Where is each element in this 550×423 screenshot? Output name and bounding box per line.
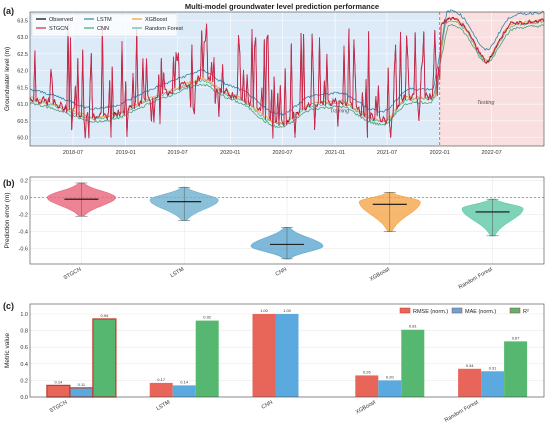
y-tick-label: 63.0 — [17, 35, 28, 41]
x-tick-label: 2022-01 — [430, 150, 450, 156]
axes-frame — [29, 11, 545, 147]
y-tick-label: -0.6 — [19, 247, 28, 253]
panel-c-bar-chart: 0.0 0.2 0.4 0.6 0.8 1.0 0.14 0.11 0.94 STGCN 0.17 0… — [4, 303, 545, 423]
y-tick-label: 0.8 — [20, 329, 28, 335]
y-tick-label: -0.4 — [19, 230, 28, 236]
y-tick-label: 63.5 — [17, 18, 28, 24]
y-tick-label: 60.5 — [17, 119, 28, 125]
bar-random-forest-1 — [481, 371, 505, 397]
legend-swatch — [509, 307, 521, 314]
legend-label: Observed — [49, 17, 73, 23]
bar-value-label: 0.17 — [157, 377, 166, 382]
bar-value-label: 0.67 — [512, 335, 521, 340]
legend-label: R² — [523, 309, 529, 315]
x-tick-label: 2019-07 — [167, 150, 187, 156]
bar-value-label: 1.00 — [260, 308, 269, 313]
series-lstm-line — [29, 9, 545, 116]
bar-lstm-2 — [195, 320, 219, 397]
y-axis-label: Prediction error (m) — [4, 193, 11, 249]
x-tick-label: LSTM — [155, 399, 171, 412]
panel-label-c: (c) — [3, 301, 14, 311]
bar-value-label: 0.11 — [78, 382, 86, 387]
bar-value-label: 0.14 — [55, 379, 64, 384]
y-tick-label: 0.0 — [20, 395, 28, 401]
panel-b-violin-chart: -0.6 -0.4 -0.2 0.0 0.2 STGCN LSTM CNN XGBoost Ran… — [4, 176, 545, 291]
x-tick-label: XGBoost — [355, 399, 377, 415]
y-tick-label: 1.0 — [20, 312, 28, 318]
legend-swatch — [451, 307, 463, 314]
y-tick-label: 0.2 — [20, 178, 28, 184]
y-tick-label: 60.0 — [17, 136, 28, 142]
y-tick-label: 62.5 — [17, 52, 28, 58]
bar-value-label: 0.20 — [386, 374, 395, 379]
bar-random-forest-0 — [458, 368, 482, 397]
bar-stgcn-2 — [92, 318, 117, 398]
y-tick-label: 0.4 — [20, 362, 28, 368]
x-tick-label: 2020-07 — [272, 150, 292, 156]
panel-label-a: (a) — [3, 6, 14, 16]
y-tick-label: 0.0 — [20, 195, 28, 201]
legend-label: Random Forest — [145, 26, 183, 32]
x-tick-label: Random Forest — [444, 399, 480, 423]
axes-frame — [29, 303, 545, 398]
x-tick-label: STGCN — [63, 267, 83, 282]
bar-xgboost-2 — [401, 329, 425, 397]
bar-stgcn-0 — [46, 384, 71, 398]
bar-xgboost-0 — [355, 375, 379, 397]
bar-value-label: 0.14 — [180, 379, 189, 384]
bar-cnn-1 — [275, 313, 299, 397]
axes-frame — [29, 176, 545, 265]
bar-stgcn-1 — [69, 387, 94, 398]
y-tick-label: 0.2 — [20, 378, 28, 384]
legend-label: XGBoost — [145, 17, 167, 23]
bar-xgboost-1 — [378, 380, 402, 397]
bar-cnn-0 — [252, 313, 276, 397]
x-tick-label: 2022-07 — [481, 150, 501, 156]
x-tick-label: LSTM — [169, 266, 185, 279]
y-tick-label: -0.2 — [19, 213, 28, 219]
y-tick-label: 62.0 — [17, 69, 28, 75]
x-tick-label: 2018-07 — [63, 150, 83, 156]
x-tick-label: 2021-01 — [325, 150, 345, 156]
y-tick-label: 61.0 — [17, 102, 28, 108]
panel-label-b: (b) — [3, 178, 15, 188]
x-tick-label: Random Forest — [458, 266, 494, 290]
x-tick-label: 2020-01 — [220, 150, 240, 156]
panel-a-line-chart: 60.0 60.5 61.0 61.5 62.0 62.5 63.0 63.5 2018-07 2… — [4, 9, 545, 156]
bar-value-label: 0.81 — [409, 324, 418, 329]
legend-label: RMSE (norm.) — [413, 309, 448, 315]
legend-swatch — [399, 307, 411, 314]
x-tick-label: 2019-01 — [116, 150, 136, 156]
bar-lstm-0 — [149, 382, 173, 397]
legend-label: STGCN — [49, 26, 68, 32]
bar-value-label: 1.00 — [283, 308, 292, 313]
training-label: Training — [330, 109, 350, 115]
figure-title: Multi-model groundwater level prediction… — [185, 2, 379, 11]
x-tick-label: CNN — [275, 267, 288, 278]
y-tick-label: 61.5 — [17, 85, 28, 91]
bar-value-label: 0.26 — [363, 369, 372, 374]
bar-value-label: 0.34 — [466, 363, 475, 368]
bar-lstm-1 — [172, 385, 196, 397]
x-tick-label: STGCN — [49, 400, 69, 415]
legend-label: LSTM — [97, 17, 112, 23]
bar-value-label: 0.31 — [489, 365, 498, 370]
x-tick-label: 2021-07 — [377, 150, 397, 156]
x-tick-label: CNN — [261, 400, 274, 411]
legend-label: CNN — [97, 26, 109, 32]
y-tick-label: 0.6 — [20, 345, 28, 351]
testing-label: Testing — [477, 100, 495, 106]
bar-value-label: 0.94 — [101, 313, 110, 318]
bar-value-label: 0.92 — [203, 315, 212, 320]
x-tick-label: XGBoost — [369, 266, 391, 282]
y-axis-label: Metric value — [4, 333, 11, 368]
legend-label: MAE (norm.) — [465, 309, 496, 315]
series-cnn-line — [29, 23, 545, 129]
series-stgcn-line — [29, 17, 545, 139]
y-axis-label: Groundwater level (m) — [4, 47, 11, 111]
bar-random-forest-2 — [504, 341, 528, 397]
